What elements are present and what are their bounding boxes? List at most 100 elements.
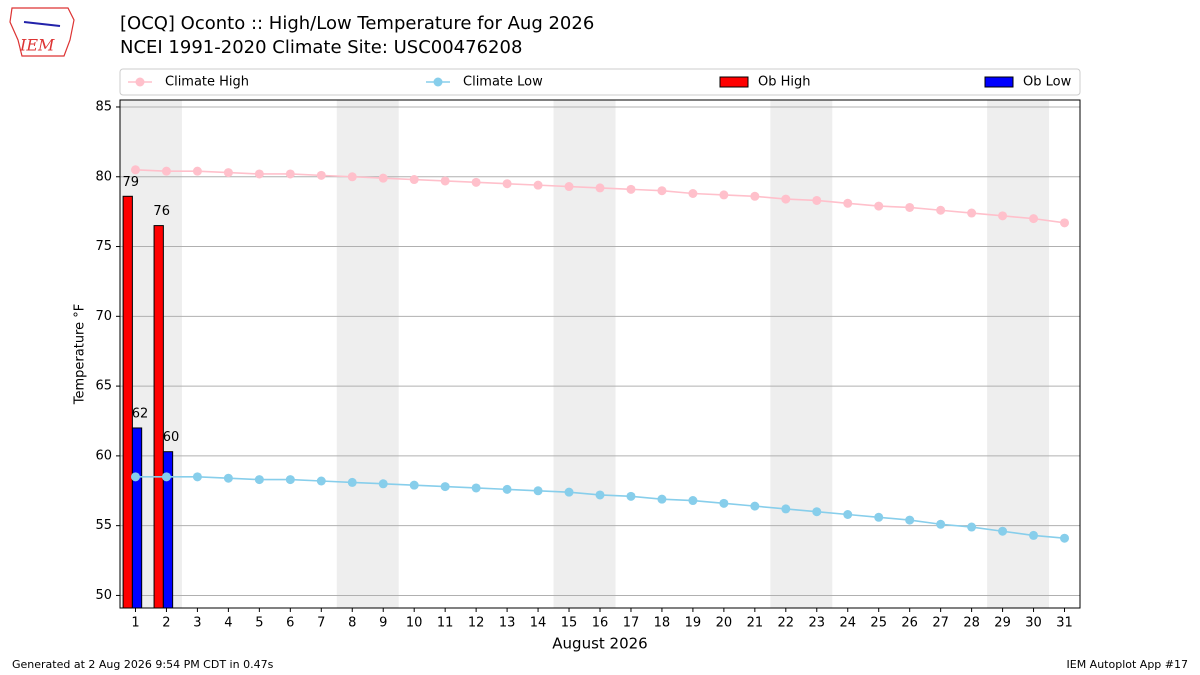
weekend-band <box>336 100 399 608</box>
legend-label: Climate Low <box>463 75 543 90</box>
x-tick-label: 15 <box>561 616 578 631</box>
y-tick-label: 55 <box>95 518 112 533</box>
y-tick-label: 60 <box>95 448 112 463</box>
plot-frame <box>119 99 1081 609</box>
x-tick-label: 28 <box>963 616 980 631</box>
x-tick-label: 8 <box>348 616 356 631</box>
x-tick-label: 7 <box>317 616 325 631</box>
x-tick-label: 24 <box>839 616 856 631</box>
y-tick-label: 75 <box>95 239 112 254</box>
x-tick-label: 13 <box>499 616 516 631</box>
point <box>130 165 140 175</box>
legend-marker <box>135 77 145 87</box>
point <box>316 476 326 486</box>
logo: IEM <box>9 7 75 57</box>
point <box>378 173 388 183</box>
x-tick-label: 27 <box>932 616 949 631</box>
x-tick-label: 22 <box>778 616 795 631</box>
legend-label: Ob High <box>758 75 811 90</box>
logo-line <box>23 21 61 27</box>
point <box>998 526 1008 536</box>
weekend-band <box>770 100 833 608</box>
point <box>936 205 946 215</box>
weekend-band <box>987 100 1050 608</box>
point <box>440 482 450 492</box>
point <box>502 179 512 189</box>
point <box>750 501 760 511</box>
point <box>688 496 698 506</box>
point <box>1060 218 1070 228</box>
point <box>688 189 698 199</box>
point <box>843 198 853 208</box>
point <box>657 494 667 504</box>
weekend-band <box>553 100 616 608</box>
point <box>1029 214 1039 224</box>
point <box>533 180 543 190</box>
x-tick-label: 31 <box>1056 616 1073 631</box>
point <box>471 483 481 493</box>
x-tick-label: 25 <box>870 616 887 631</box>
x-tick-label: 14 <box>530 616 547 631</box>
point <box>254 169 264 179</box>
point <box>626 184 636 194</box>
point <box>812 507 822 517</box>
data-label: 79 <box>122 175 139 190</box>
logo-text: IEM <box>19 36 55 55</box>
x-axis-label: August 2026 <box>552 635 647 653</box>
point <box>533 486 543 496</box>
legend-swatch <box>984 76 1014 88</box>
point <box>440 176 450 186</box>
point <box>626 491 636 501</box>
data-label: 62 <box>132 406 149 421</box>
point <box>223 473 233 483</box>
point <box>285 169 295 179</box>
x-tick-label: 4 <box>224 616 232 631</box>
x-tick-label: 6 <box>286 616 294 631</box>
point <box>409 480 419 490</box>
point <box>130 472 140 482</box>
point <box>843 509 853 519</box>
x-tick-label: 1 <box>131 616 139 631</box>
legend-label: Climate High <box>165 75 249 90</box>
point <box>347 477 357 487</box>
point <box>564 487 574 497</box>
point <box>192 166 202 176</box>
x-tick-label: 26 <box>901 616 918 631</box>
data-label: 76 <box>153 204 170 219</box>
y-tick-label: 80 <box>95 169 112 184</box>
bar <box>153 225 164 608</box>
chart-subtitle: NCEI 1991-2020 Climate Site: USC00476208 <box>120 37 522 58</box>
point <box>967 522 977 532</box>
plot <box>122 165 1070 608</box>
y-tick-label: 65 <box>95 379 112 394</box>
point <box>161 166 171 176</box>
x-tick-label: 18 <box>654 616 671 631</box>
point <box>998 211 1008 221</box>
bar <box>162 451 174 608</box>
y-axis-label: Temperature °F <box>73 304 88 405</box>
point <box>471 177 481 187</box>
x-tick-label: 11 <box>437 616 454 631</box>
point <box>223 168 233 178</box>
x-tick-label: 5 <box>255 616 263 631</box>
y-tick-label: 50 <box>95 588 112 603</box>
point <box>812 195 822 205</box>
point <box>874 512 884 522</box>
point <box>781 504 791 514</box>
point <box>409 175 419 185</box>
point <box>502 484 512 494</box>
legend-marker <box>433 77 443 87</box>
point <box>905 515 915 525</box>
point <box>254 475 264 485</box>
point <box>1029 530 1039 540</box>
x-tick-label: 2 <box>162 616 170 631</box>
x-tick-label: 21 <box>747 616 764 631</box>
point <box>595 490 605 500</box>
point <box>905 202 915 212</box>
data-label: 60 <box>163 430 180 445</box>
legend-box <box>119 68 1081 96</box>
point <box>192 472 202 482</box>
point <box>874 201 884 211</box>
chart-title: [OCQ] Oconto :: High/Low Temperature for… <box>120 13 594 34</box>
point <box>347 172 357 182</box>
